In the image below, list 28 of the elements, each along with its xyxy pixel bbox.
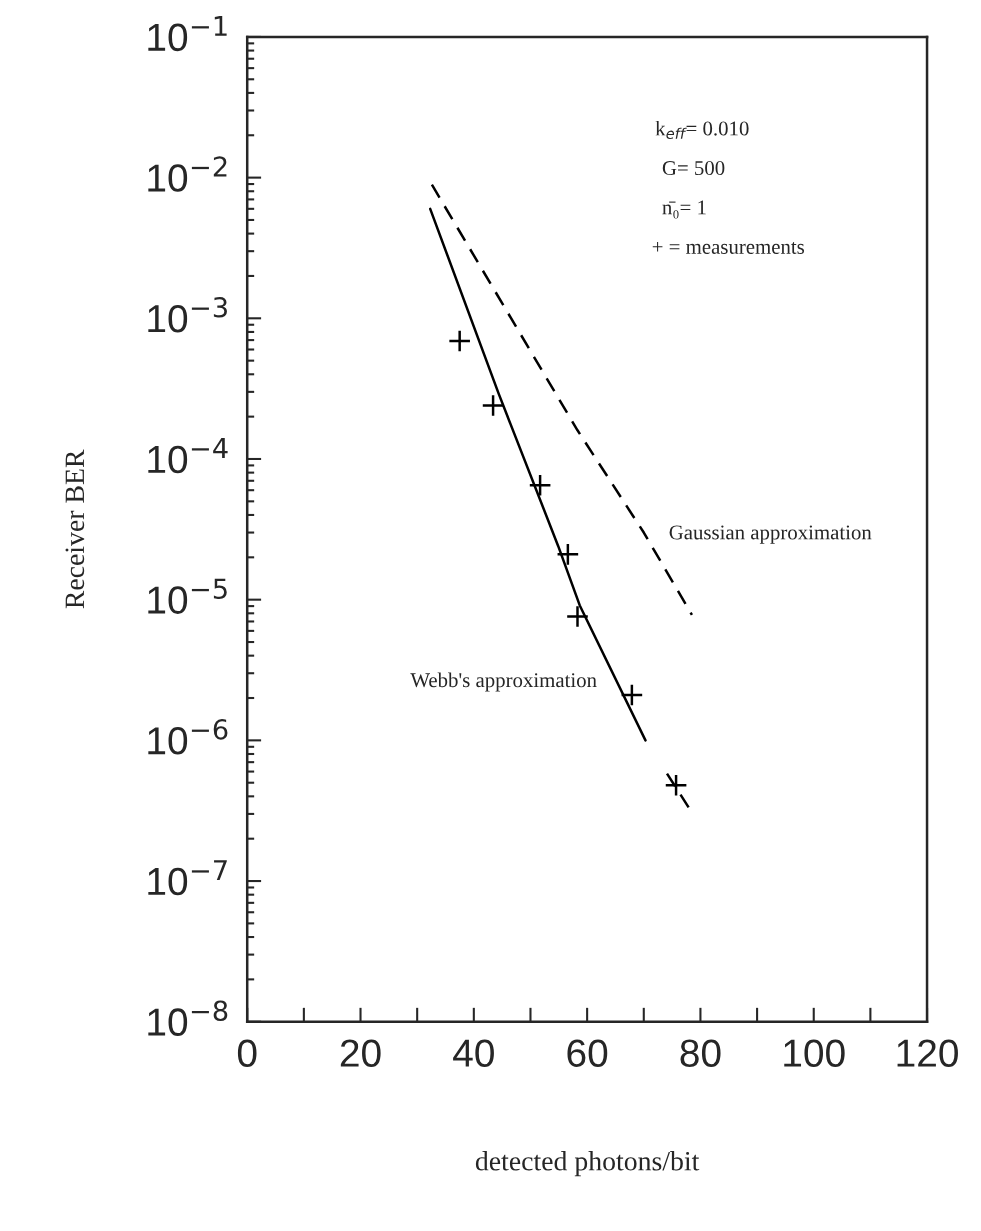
point <box>557 544 579 565</box>
x-tick-label: 0 <box>237 1039 257 1067</box>
x-tick-label: 120 <box>897 1039 958 1067</box>
annotation: Webb's approximation <box>410 672 597 692</box>
annotation: + = measurements <box>652 241 805 254</box>
x-axis-title: detected photons/bit <box>475 1151 700 1177</box>
y-tick-label: 10$^{−5}$ <box>148 578 227 614</box>
annotation: k$_{eff}$= 0.010 <box>655 120 749 139</box>
annotation: n̄₀= 1 <box>662 200 706 219</box>
y-tick-label: 10$^{−1}$ <box>148 16 227 52</box>
x-tick-label: 60 <box>567 1039 608 1067</box>
y-tick-label: 10$^{−3}$ <box>148 297 227 333</box>
x-tick-label: 40 <box>453 1039 494 1067</box>
y-tick-label: 10$^{−2}$ <box>148 156 227 192</box>
point <box>449 330 470 352</box>
point <box>529 475 551 496</box>
y-tick-label: 10$^{−8}$ <box>148 1000 228 1036</box>
annotation: Gaussian approximation <box>669 525 872 544</box>
y-tick-label: 10$^{−4}$ <box>148 438 228 474</box>
annotation: G= 500 <box>662 161 725 176</box>
x-tick-label: 20 <box>340 1039 381 1067</box>
point <box>567 606 588 627</box>
y-tick-label: 10$^{−6}$ <box>148 719 228 755</box>
y-tick-label: 10$^{−7}$ <box>148 860 227 896</box>
y-axis-title: Receiver BER <box>65 449 85 609</box>
x-tick-label: 100 <box>784 1039 845 1067</box>
x-tick-label: 80 <box>680 1039 721 1067</box>
point <box>482 395 504 416</box>
